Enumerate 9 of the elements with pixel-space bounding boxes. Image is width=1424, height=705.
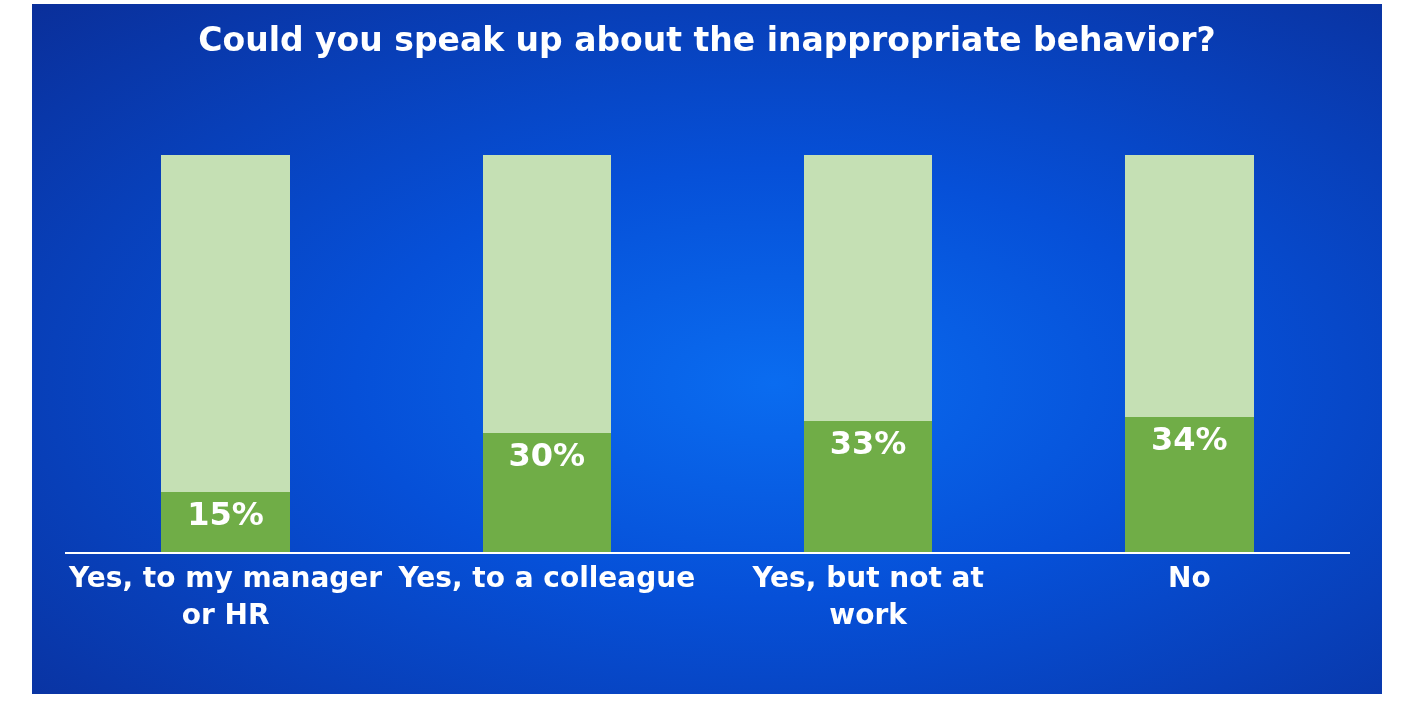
data-label: 34%: [1151, 420, 1228, 459]
data-label: 30%: [508, 435, 586, 474]
data-label: 33%: [829, 423, 907, 462]
data-label: 15%: [187, 495, 264, 534]
chart-title: Could you speak up about the inappropriate behavior?: [198, 20, 1216, 60]
x-tick-label: No: [1168, 561, 1211, 595]
x-tick-label: Yes, but not at work: [751, 561, 984, 631]
x-tick-label: Yes, to my manager or HR: [68, 561, 383, 631]
x-tick-label: Yes, to a colleague: [397, 561, 696, 595]
